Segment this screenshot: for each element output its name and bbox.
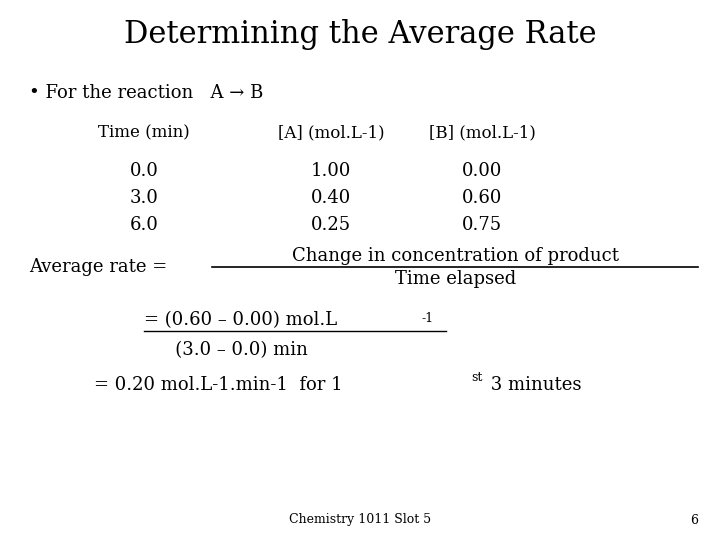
Text: 0.75: 0.75 [462,216,503,234]
Text: • For the reaction   A → B: • For the reaction A → B [29,84,264,102]
Text: 1.00: 1.00 [311,162,351,180]
Text: = (0.60 – 0.00) mol.L: = (0.60 – 0.00) mol.L [144,312,337,329]
Text: Time elapsed: Time elapsed [395,270,516,288]
Text: Chemistry 1011 Slot 5: Chemistry 1011 Slot 5 [289,514,431,526]
Text: 6.0: 6.0 [130,216,158,234]
Text: [A] (mol.L-1): [A] (mol.L-1) [278,124,384,141]
Text: 0.0: 0.0 [130,162,158,180]
Text: 0.60: 0.60 [462,189,503,207]
Text: = 0.20 mol.L-1.min-1  for 1: = 0.20 mol.L-1.min-1 for 1 [94,376,342,394]
Text: -1: -1 [421,312,433,325]
Text: (3.0 – 0.0) min: (3.0 – 0.0) min [158,341,308,359]
Text: 0.25: 0.25 [311,216,351,234]
Text: Change in concentration of product: Change in concentration of product [292,247,619,265]
Text: 3.0: 3.0 [130,189,158,207]
Text: 0.40: 0.40 [311,189,351,207]
Text: Time (min): Time (min) [98,124,190,141]
Text: 3 minutes: 3 minutes [485,376,581,394]
Text: 6: 6 [690,514,698,526]
Text: Determining the Average Rate: Determining the Average Rate [124,19,596,50]
Text: Average rate =: Average rate = [29,258,173,276]
Text: st: st [472,372,483,384]
Text: [B] (mol.L-1): [B] (mol.L-1) [429,124,536,141]
Text: 0.00: 0.00 [462,162,503,180]
